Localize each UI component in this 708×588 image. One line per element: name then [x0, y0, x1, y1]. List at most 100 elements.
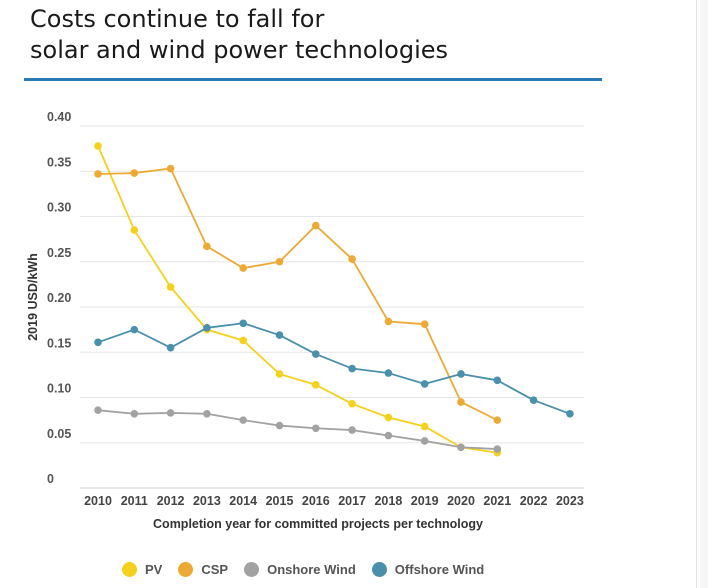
data-point-pv: [130, 226, 139, 234]
data-point-csp: [384, 317, 393, 326]
data-point-onshore-wind: [348, 426, 356, 434]
data-point-offshore-wind: [493, 376, 502, 385]
data-point-csp: [493, 416, 502, 424]
data-point-pv: [166, 283, 175, 291]
data-point-csp: [203, 242, 211, 251]
data-point-csp: [275, 257, 284, 266]
x-tick-label: 2017: [338, 494, 366, 508]
legend-swatch: [371, 561, 387, 577]
data-point-onshore-wind: [94, 406, 102, 414]
data-point-onshore-wind: [203, 409, 211, 418]
data-point-csp: [94, 170, 102, 178]
x-tick-label: 2021: [483, 494, 511, 508]
data-point-offshore-wind: [166, 343, 175, 352]
legend-label: Offshore Wind: [394, 561, 485, 577]
x-tick-label: 2018: [374, 494, 402, 508]
y-tick-labels: 0 0.05 0.10 0.15 0.20 0.25 0.30 0.35 0.40: [47, 110, 71, 486]
legend-label: Onshore Wind: [267, 561, 356, 577]
x-tick-label: 2023: [556, 494, 584, 508]
data-point-csp: [166, 164, 175, 173]
x-tick-label: 2022: [520, 494, 548, 508]
data-point-csp: [457, 398, 465, 406]
data-point-offshore-wind: [348, 364, 356, 373]
legend-item-offshore-wind[interactable]: Offshore Wind: [371, 561, 485, 577]
data-point-onshore-wind: [457, 443, 465, 452]
x-tick-label: 2013: [193, 494, 221, 508]
data-point-offshore-wind: [529, 396, 538, 405]
line-chart: 00.050.100.150.200.250.300.350.40 2010 20…: [26, 110, 584, 531]
data-point-pv: [275, 370, 284, 378]
x-tick-label: 2011: [121, 494, 148, 508]
data-point-offshore-wind: [239, 319, 247, 328]
y-axis-label: 2019 USD/kWh: [26, 253, 40, 341]
legend-label: PV: [145, 561, 163, 577]
page-edge: [700, 0, 708, 588]
series-csp: [94, 164, 502, 424]
data-point-csp: [312, 221, 320, 230]
data-point-offshore-wind: [275, 331, 284, 339]
data-point-onshore-wind: [166, 409, 175, 417]
chart-legend: PV CSP Onshore Wind Offshore Wind: [122, 556, 484, 582]
data-point-offshore-wind: [420, 380, 429, 388]
data-point-pv: [94, 142, 102, 150]
legend-swatch: [122, 561, 137, 577]
data-point-pv: [239, 336, 247, 345]
series-line-offshore-wind: [97, 322, 571, 415]
series-line-onshore-wind: [97, 409, 498, 450]
y-tick-label: 0.10: [47, 382, 71, 396]
legend-item-pv[interactable]: PV: [122, 561, 163, 577]
y-tick-label: 0.40: [47, 110, 71, 124]
series-layer: [94, 142, 574, 457]
x-tick-label: 2010: [84, 494, 112, 508]
data-point-pv: [348, 400, 356, 408]
x-tick-label: 2019: [411, 494, 439, 508]
legend-item-csp[interactable]: CSP: [178, 561, 229, 577]
series-pv: [94, 142, 502, 457]
data-point-onshore-wind: [312, 424, 320, 433]
data-point-pv: [384, 413, 393, 422]
data-point-onshore-wind: [420, 437, 429, 445]
x-tick-label: 2012: [157, 494, 185, 508]
legend-label: CSP: [201, 561, 229, 577]
chart-title: Costs continue to fall for solar and win…: [30, 5, 449, 64]
grid-lines: [80, 125, 584, 489]
data-point-offshore-wind: [94, 338, 102, 347]
y-tick-label: 0.05: [47, 427, 71, 441]
y-tick-label: 0: [47, 472, 54, 486]
x-tick-label: 2016: [302, 494, 330, 508]
data-point-csp: [420, 320, 429, 328]
data-point-onshore-wind: [239, 416, 247, 424]
legend-swatch: [178, 561, 194, 577]
y-tick-label: 0.25: [47, 246, 71, 260]
data-point-onshore-wind: [130, 409, 139, 418]
data-point-csp: [348, 255, 356, 263]
legend-swatch: [244, 561, 260, 577]
x-tick-labels: 2010 2011 2012 2013 2014 2015 2016 2017 2018 2019…: [84, 494, 584, 508]
y-tick-label: 0.20: [47, 291, 71, 305]
data-point-offshore-wind: [566, 409, 574, 418]
x-tick-label: 2020: [447, 494, 475, 508]
x-tick-label: 2015: [266, 494, 294, 508]
data-point-offshore-wind: [457, 370, 465, 378]
series-line-pv: [97, 145, 498, 454]
y-tick-label: 0.35: [47, 155, 71, 169]
series-onshore-wind: [94, 406, 502, 453]
x-tick-label: 2014: [229, 494, 257, 508]
data-point-onshore-wind: [493, 445, 502, 453]
data-point-offshore-wind: [130, 325, 139, 334]
data-point-onshore-wind: [275, 421, 284, 430]
legend-item-onshore-wind[interactable]: Onshore Wind: [244, 561, 356, 577]
data-point-csp: [130, 169, 139, 177]
title-underline: [24, 78, 602, 81]
series-offshore-wind: [94, 319, 574, 418]
data-point-pv: [312, 381, 320, 389]
data-point-offshore-wind: [312, 350, 320, 358]
series-line-csp: [97, 167, 498, 421]
data-point-pv: [420, 422, 429, 431]
data-point-offshore-wind: [203, 324, 211, 332]
data-point-offshore-wind: [384, 369, 393, 377]
x-axis-label: Completion year for committed projects p…: [153, 517, 483, 531]
y-tick-label: 0.15: [47, 336, 71, 350]
data-point-csp: [239, 264, 247, 272]
